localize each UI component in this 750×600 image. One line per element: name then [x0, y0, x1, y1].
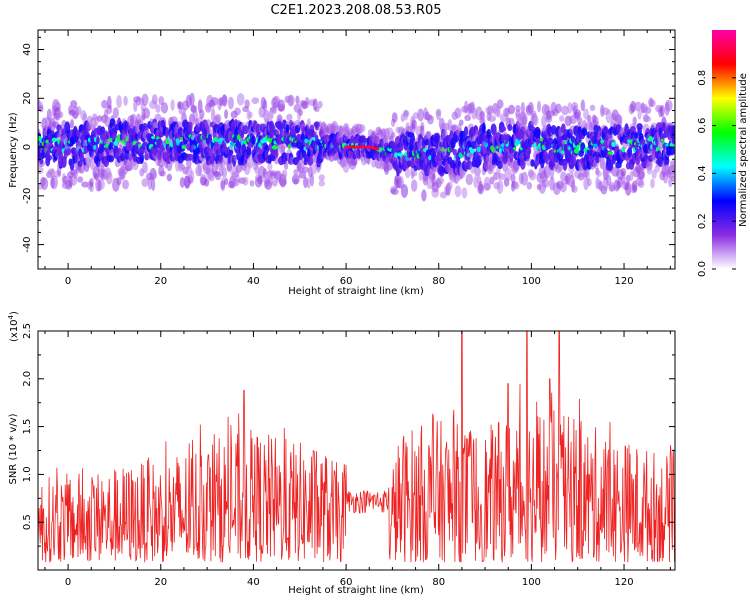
colorbar-gradient	[712, 30, 736, 269]
x-tick-label: 80	[432, 276, 445, 287]
snr-y-multiplier: (x104)	[7, 311, 20, 342]
x-tick-label: 60	[340, 276, 353, 287]
snr-multiplier-close: )	[9, 311, 20, 315]
y-tick-label: -20	[22, 188, 33, 204]
x-tick-label: 0	[65, 577, 71, 588]
y-tick-label: 0	[22, 144, 33, 150]
x-tick-label: 20	[154, 577, 167, 588]
snr-panel: 0 20 40 60 80 100 120 0.5 1.0 1.5 2.0 2.5 Height of…	[7, 311, 676, 596]
x-tick-label: 40	[247, 577, 260, 588]
colorbar: 0.0 0.2 0.4 0.6 0.8 Normalized spectral ampl…	[697, 30, 749, 277]
snr-series-line	[38, 331, 675, 563]
chart-title: C2E1.2023.208.08.53.R05	[270, 3, 441, 18]
x-tick-label: 80	[432, 577, 445, 588]
y-tick-label: 2.0	[22, 371, 33, 387]
y-tick-label: 20	[22, 92, 33, 105]
x-tick-label: 40	[247, 276, 260, 287]
x-tick-label: 20	[154, 276, 167, 287]
y-tick-label: 2.5	[22, 323, 33, 339]
colorbar-ticks: 0.0 0.2 0.4 0.6 0.8	[697, 70, 736, 277]
snr-y-axis-label: SNR (10 * v/v)	[8, 413, 19, 484]
colorbar-tick-label: 0.8	[697, 70, 708, 86]
y-tick-label: 1.5	[22, 419, 33, 435]
x-tick-label: 120	[614, 577, 633, 588]
colorbar-tick-label: 0.0	[697, 261, 708, 277]
y-tick-label: 1.0	[22, 466, 33, 482]
svg-text:(x104): (x104)	[7, 311, 20, 342]
x-tick-label: 120	[614, 276, 633, 287]
colorbar-label: Normalized spectral amplitude	[738, 73, 749, 227]
x-tick-label: 60	[340, 577, 353, 588]
y-tick-label: 40	[22, 43, 33, 56]
colorbar-tick-label: 0.4	[697, 165, 708, 181]
y-tick-label: -40	[22, 236, 33, 252]
spectrogram-plot-frame	[37, 29, 676, 270]
x-tick-label: 100	[522, 577, 541, 588]
snr-multiplier-base: (x10	[9, 319, 20, 342]
spectrogram-x-axis-label: Height of straight line (km)	[288, 286, 424, 297]
snr-x-axis-label: Height of straight line (km)	[288, 585, 424, 596]
x-tick-label: 0	[65, 276, 71, 287]
y-tick-label: 0.5	[22, 514, 33, 530]
snr-axis-ticks: 0 20 40 60 80 100 120 0.5 1.0 1.5 2.0 2.5	[22, 323, 675, 588]
colorbar-tick-label: 0.6	[697, 118, 708, 134]
spectrogram-y-axis-label: Frequency (Hz)	[8, 112, 19, 188]
spectrogram-axis-ticks: 0 20 40 60 80 100 120 -40 -20 0 20 40	[22, 30, 675, 287]
x-tick-label: 100	[522, 276, 541, 287]
spectrogram-panel: 0 20 40 60 80 100 120 -40 -20 0 20 40 Height of str…	[8, 29, 676, 297]
snr-multiplier-exponent: 4	[7, 314, 15, 319]
colorbar-tick-label: 0.2	[697, 213, 708, 229]
spectrogram-heatmap	[38, 92, 675, 202]
